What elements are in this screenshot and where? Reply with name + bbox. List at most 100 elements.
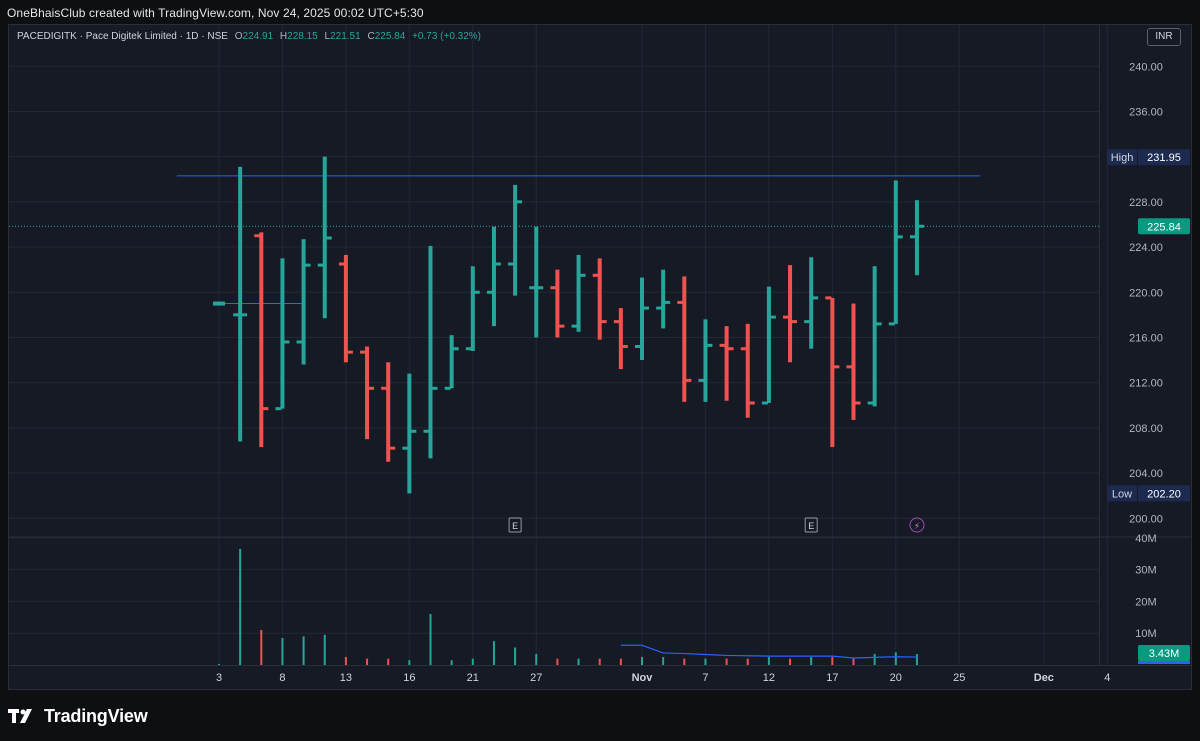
ohlc-open-tick bbox=[529, 286, 536, 290]
ohlc-close-tick bbox=[262, 407, 269, 411]
volume-bar bbox=[831, 657, 834, 665]
ohlc-range bbox=[682, 276, 687, 402]
ohlc-open-tick bbox=[275, 407, 282, 411]
ohlc-bar bbox=[529, 226, 544, 338]
low-tag-label-bg bbox=[1107, 485, 1137, 502]
ohlc-close-tick bbox=[621, 344, 628, 348]
ohlc-close-tick bbox=[600, 320, 607, 324]
price-tick-label: 220.00 bbox=[1129, 287, 1163, 299]
time-tick-label: 4 bbox=[1104, 672, 1110, 684]
ohlc-bar bbox=[825, 296, 840, 448]
time-tick-label: 7 bbox=[702, 672, 708, 684]
volume-bar bbox=[492, 641, 495, 665]
volume-tick-label: 20M bbox=[1135, 596, 1156, 608]
ohlc-range bbox=[238, 166, 243, 442]
high-tag-label: High bbox=[1111, 152, 1134, 164]
ohlc-bar bbox=[909, 200, 924, 276]
time-tick-label: 16 bbox=[403, 672, 415, 684]
ohlc-range bbox=[809, 257, 814, 349]
chart-frame[interactable]: E E ⚡ 200.00 204.00 208.00 212.00 216.00 220.00 2… bbox=[8, 24, 1192, 690]
ohlc-range bbox=[280, 258, 285, 409]
volume-tick-label: 10M bbox=[1135, 628, 1156, 640]
volume-bar bbox=[598, 658, 601, 665]
ohlc-range bbox=[576, 254, 581, 332]
volume-bar bbox=[810, 657, 813, 665]
symbol-title: PACEDIGITK · Pace Digitek Limited · 1D ·… bbox=[17, 31, 228, 42]
ohlc-bar bbox=[444, 335, 459, 390]
ohlc-open-tick bbox=[677, 300, 684, 304]
ohlc-range bbox=[428, 245, 433, 459]
ohlc-close-tick bbox=[473, 290, 480, 294]
ohlc-bar bbox=[761, 286, 776, 405]
volume-bar bbox=[556, 658, 559, 665]
ohlc-range bbox=[914, 200, 919, 276]
ohlc-open-tick bbox=[804, 320, 811, 324]
ohlc-open-tick bbox=[740, 347, 747, 351]
ohlc-bar bbox=[213, 301, 225, 306]
ohlc-range bbox=[449, 335, 454, 389]
ohlc-close-tick bbox=[494, 262, 501, 266]
volume-bar bbox=[323, 634, 326, 665]
volume-tick-label: 40M bbox=[1135, 533, 1156, 545]
ohlc-close-tick bbox=[685, 378, 692, 382]
ohlc-range bbox=[259, 232, 264, 448]
volume-bar bbox=[873, 653, 876, 665]
ohlc-open-tick bbox=[423, 429, 430, 433]
volume-bar bbox=[746, 658, 749, 665]
ohlc-range bbox=[386, 362, 391, 462]
time-tick-label: 27 bbox=[530, 672, 542, 684]
volume-bar bbox=[408, 660, 411, 665]
ohlc-close-tick bbox=[325, 236, 332, 240]
news-marker-icon bbox=[909, 517, 925, 533]
volume-tick-label: 30M bbox=[1135, 565, 1156, 577]
close-label: C bbox=[367, 31, 375, 42]
ohlc-close-tick bbox=[304, 263, 311, 267]
ohlc-open-tick bbox=[465, 347, 472, 351]
volume-bar bbox=[302, 636, 305, 665]
brand-name: TradingView bbox=[44, 705, 148, 726]
ohlc-close-tick bbox=[516, 200, 523, 204]
volume-bar bbox=[767, 657, 770, 665]
currency-button[interactable]: INR bbox=[1147, 28, 1181, 46]
ohlc-range bbox=[597, 258, 602, 340]
ohlc-range bbox=[534, 226, 539, 338]
low-label: L bbox=[324, 31, 331, 42]
ohlc-close-tick bbox=[558, 324, 565, 328]
ohlc-open-tick bbox=[719, 343, 726, 347]
ohlc-bar bbox=[783, 265, 798, 363]
ohlc-range bbox=[618, 308, 623, 370]
ohlc-range bbox=[745, 323, 750, 418]
earnings-marker-glyph: E bbox=[512, 521, 518, 531]
ohlc-range bbox=[830, 297, 835, 448]
volume-bar bbox=[852, 658, 855, 665]
last-price-tag-bg bbox=[1138, 218, 1190, 235]
ohlc-close-tick bbox=[410, 429, 417, 433]
volume-bar bbox=[789, 658, 792, 665]
ohlc-close-tick bbox=[537, 286, 544, 290]
high-tag-value-bg bbox=[1138, 149, 1190, 166]
open-label: O bbox=[234, 31, 243, 42]
ohlc-open-tick bbox=[846, 365, 853, 369]
last-price-tag: 225.84 bbox=[1138, 218, 1190, 235]
price-chart[interactable]: E E ⚡ 200.00 204.00 208.00 212.00 216.00 220.00 2… bbox=[9, 25, 1192, 690]
ohlc-range bbox=[872, 266, 877, 407]
ohlc-bar bbox=[275, 258, 290, 411]
ohlc-bar bbox=[656, 269, 671, 329]
volume-last-tag-bg bbox=[1138, 645, 1190, 661]
volume-bar bbox=[535, 653, 538, 665]
volume-last-tag: 3.43M bbox=[1138, 645, 1190, 664]
volume-bar bbox=[471, 658, 474, 665]
ohlc-open-tick bbox=[761, 401, 768, 405]
ohlc-bar bbox=[254, 232, 269, 448]
volume-last-tag-value: 3.43M bbox=[1149, 648, 1180, 660]
grid-lines bbox=[9, 25, 1108, 665]
ohlc-range bbox=[703, 319, 708, 402]
ohlc-close-tick bbox=[664, 300, 671, 304]
ohlc-close-tick bbox=[241, 313, 248, 317]
ohlc-bar bbox=[613, 308, 628, 370]
earnings-marker-glyph: E bbox=[808, 521, 814, 531]
ohlc-open-tick bbox=[402, 446, 409, 450]
ohlc-close-tick bbox=[748, 401, 755, 405]
volume-bar bbox=[683, 658, 686, 665]
ohlc-open-tick bbox=[825, 296, 832, 300]
